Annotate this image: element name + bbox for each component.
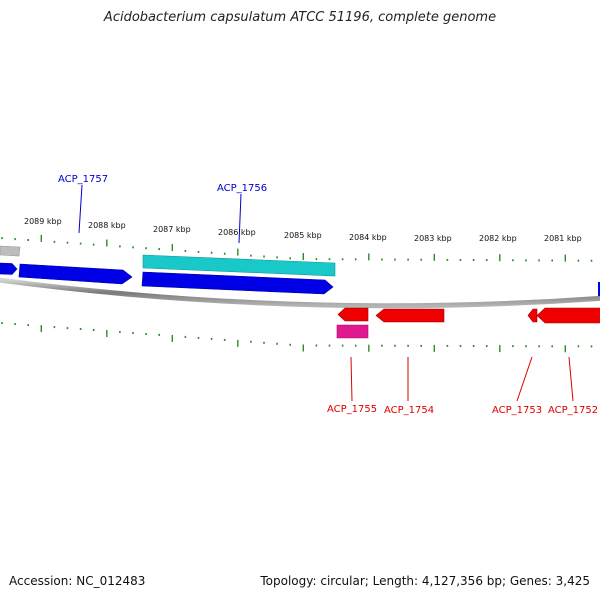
tick-label-2084: 2084 kbp (349, 233, 387, 242)
plus-strand-genes (0, 245, 336, 295)
tick-label-2089: 2089 kbp (24, 217, 62, 226)
gene-arrow-acp-1754[interactable] (375, 308, 445, 323)
tick-label-2088: 2088 kbp (88, 221, 126, 230)
feature-bar-acp-1756[interactable] (142, 254, 336, 277)
leader-acp-1753 (516, 356, 533, 402)
gene-label-acp-1756[interactable]: ACP_1756 (217, 183, 267, 194)
scale-labels: 2089 kbp 2088 kbp 2087 kbp 2086 kbp 2085… (24, 217, 582, 243)
upper-tick-track (1, 234, 593, 262)
tick-label-2085: 2085 kbp (284, 231, 322, 240)
leader-acp-1752 (568, 356, 574, 402)
leader-acp-1757 (78, 184, 83, 234)
gene-arrow-acp-1755[interactable] (337, 307, 369, 322)
leader-acp-1756 (238, 193, 242, 244)
tick-label-2087: 2087 kbp (153, 225, 191, 234)
feature-bar-acp-1755[interactable] (336, 324, 369, 339)
gene-label-acp-1754[interactable]: ACP_1754 (384, 405, 434, 416)
gene-arrow-acp-1756[interactable] (141, 271, 334, 295)
gene-label-acp-1753[interactable]: ACP_1753 (492, 405, 542, 416)
map-title: Acidobacterium capsulatum ATCC 51196, co… (103, 10, 497, 25)
gene-arrow-partial-right[interactable] (598, 282, 600, 296)
genome-summary: Topology: circular; Length: 4,127,356 bp… (260, 574, 590, 588)
label-leaders (78, 184, 574, 402)
gene-arrow-acp-1753[interactable] (527, 308, 538, 323)
gene-label-acp-1755[interactable]: ACP_1755 (327, 404, 377, 415)
gene-arrow-partial-left[interactable] (0, 262, 18, 275)
lower-tick-track (1, 322, 593, 353)
minus-strand-genes (336, 282, 600, 339)
tick-label-2083: 2083 kbp (414, 234, 452, 243)
tick-label-2082: 2082 kbp (479, 234, 517, 243)
genome-backbone (0, 277, 600, 309)
gene-labels: ACP_1757 ACP_1756 ACP_1755 ACP_1754 ACP_… (58, 174, 598, 416)
grey-gene-partial[interactable] (0, 245, 21, 257)
tick-label-2081: 2081 kbp (544, 234, 582, 243)
tick-label-2086: 2086 kbp (218, 228, 256, 237)
gene-arrow-acp-1757[interactable] (18, 263, 133, 285)
gene-arrow-acp-1752[interactable] (536, 307, 600, 324)
gene-label-acp-1752[interactable]: ACP_1752 (548, 405, 598, 416)
gene-label-acp-1757[interactable]: ACP_1757 (58, 174, 108, 185)
leader-acp-1755 (350, 356, 353, 402)
accession-label: Accession: NC_012483 (9, 574, 146, 588)
